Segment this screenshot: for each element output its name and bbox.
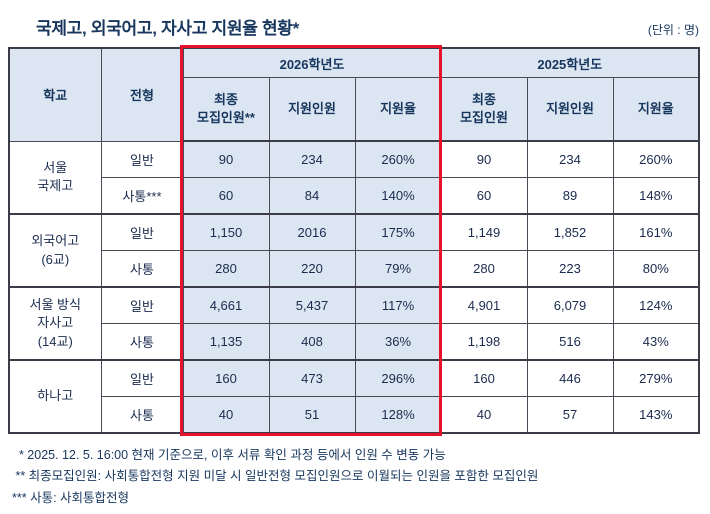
cell-2025-applicants: 234 [526,140,614,178]
cell-2025-final: 60 [440,177,528,215]
cell-2026-final: 1,135 [182,323,270,361]
cell-2025-applicants: 89 [526,177,614,215]
cell-2026-applicants: 473 [268,359,356,397]
cell-school: 서울 방식 자사고 (14교) [8,286,102,361]
cell-2026-applicants: 5,437 [268,286,356,324]
cell-2025-final: 280 [440,250,528,288]
cell-2026-final: 90 [182,140,270,178]
cell-2026-final: 160 [182,359,270,397]
cell-2026-applicants: 84 [268,177,356,215]
table-row: 사통 1,135 408 36% 1,198 516 43% [9,323,700,361]
footnote: *** 사통: 사회통합전형 [12,490,130,505]
page-title: 국제고, 외국어고, 자사고 지원율 현황* [36,19,299,38]
cell-2026-applicants: 2016 [268,213,356,251]
cell-2025-rate: 80% [612,250,700,288]
cell-2026-rate: 140% [354,177,442,215]
cell-2025-rate: 161% [612,213,700,251]
cell-2026-rate: 260% [354,140,442,178]
table-row: 서울 국제고 일반 90 234 260% 90 234 260% [8,140,700,215]
header-2025-applicants: 지원인원 [526,77,614,142]
cell-2025-applicants: 1,852 [526,213,614,251]
footnotes: * 2025. 12. 5. 16:00 현재 기준으로, 이후 서류 확인 과… [12,445,701,509]
cell-type: 일반 [100,140,184,178]
header-2025-final: 최종 모집인원 [440,77,528,142]
cell-2026-final: 1,150 [182,213,270,251]
cell-2025-final: 40 [440,396,528,434]
cell-2026-applicants: 408 [268,323,356,361]
cell-2025-applicants: 446 [526,359,614,397]
cell-school: 하나고 [8,359,102,434]
table-wrapper: 학교 전형 2026학년도 2025학년도 최종 모집인원** 지원인원 지원율… [8,45,701,436]
header-year-2025: 2025학년도 [440,47,700,78]
report-table: 학교 전형 2026학년도 2025학년도 최종 모집인원** 지원인원 지원율… [8,47,701,434]
cell-2025-rate: 143% [612,396,700,434]
cell-type: 일반 [100,213,184,251]
cell-2026-rate: 128% [354,396,442,434]
cell-2025-final: 160 [440,359,528,397]
cell-2026-final: 60 [182,177,270,215]
cell-2026-applicants: 220 [268,250,356,288]
cell-type: 사통 [100,396,184,434]
cell-2026-final: 4,661 [182,286,270,324]
header-2026-applicants: 지원인원 [268,77,356,142]
header-school: 학교 [8,47,102,142]
cell-2025-applicants: 57 [526,396,614,434]
cell-2025-final: 4,901 [440,286,528,324]
cell-2026-applicants: 234 [268,140,356,178]
cell-2025-final: 1,149 [440,213,528,251]
cell-2026-rate: 296% [354,359,442,397]
cell-2025-applicants: 6,079 [526,286,614,324]
cell-2025-applicants: 223 [526,250,614,288]
cell-2025-final: 1,198 [440,323,528,361]
header-year-2026: 2026학년도 [182,47,442,78]
cell-2026-final: 40 [182,396,270,434]
unit-label: (단위 : 명) [647,23,699,37]
header-2026-final: 최종 모집인원** [182,77,270,142]
cell-type: 사통*** [100,177,184,215]
cell-2026-rate: 117% [354,286,442,324]
cell-2025-applicants: 516 [526,323,614,361]
cell-2026-applicants: 51 [268,396,356,434]
cell-type: 사통 [100,250,184,288]
cell-2026-final: 280 [182,250,270,288]
cell-2026-rate: 36% [354,323,442,361]
cell-type: 일반 [100,359,184,397]
page-header: 국제고, 외국어고, 자사고 지원율 현황* (단위 : 명) [8,14,701,47]
header-type: 전형 [100,47,184,142]
table-row: 사통 280 220 79% 280 223 80% [9,250,700,288]
table-row: 사통 40 51 128% 40 57 143% [9,396,700,434]
cell-2025-rate: 279% [612,359,700,397]
cell-2025-rate: 43% [612,323,700,361]
cell-type: 일반 [100,286,184,324]
cell-2026-rate: 175% [354,213,442,251]
cell-2025-rate: 124% [612,286,700,324]
footnote: ** 최종모집인원: 사회통합전형 지원 미달 시 일반전형 모집인원으로 이월… [12,469,539,484]
cell-2026-rate: 79% [354,250,442,288]
header-2026-rate: 지원율 [354,77,442,142]
footnote: * 2025. 12. 5. 16:00 현재 기준으로, 이후 서류 확인 과… [12,448,446,462]
table-row: 서울 방식 자사고 (14교) 일반 4,661 5,437 117% 4,90… [8,286,700,361]
table-row: 하나고 일반 160 473 296% 160 446 279% [8,359,700,434]
cell-type: 사통 [100,323,184,361]
cell-2025-final: 90 [440,140,528,178]
cell-2025-rate: 148% [612,177,700,215]
table-row: 외국어고 (6교) 일반 1,150 2016 175% 1,149 1,852… [8,213,700,288]
cell-school: 외국어고 (6교) [8,213,102,288]
header-2025-rate: 지원율 [612,77,700,142]
cell-school: 서울 국제고 [8,140,102,215]
table-row: 사통*** 60 84 140% 60 89 148% [9,177,700,215]
cell-2025-rate: 260% [612,140,700,178]
